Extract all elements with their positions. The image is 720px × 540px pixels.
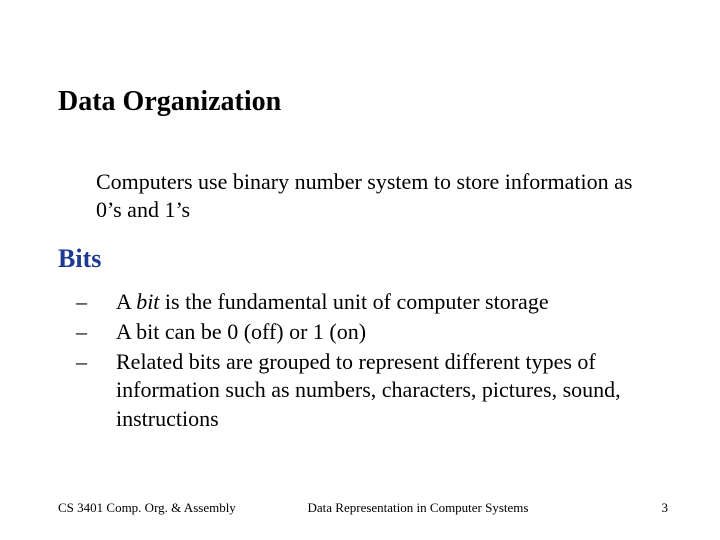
list-item: – Related bits are grouped to represent …: [96, 348, 666, 432]
bullet-text-prefix: A bit can be 0 (off) or 1 (on): [116, 319, 366, 344]
footer: CS 3401 Comp. Org. & Assembly Data Repre…: [58, 500, 678, 516]
footer-center: Data Representation in Computer Systems: [288, 500, 548, 516]
intro-text: Computers use binary number system to st…: [96, 168, 636, 223]
footer-page-number: 3: [548, 500, 678, 516]
footer-left: CS 3401 Comp. Org. & Assembly: [58, 500, 288, 516]
bullet-text-suffix: is the fundamental unit of computer stor…: [159, 289, 548, 314]
bullet-list: – A bit is the fundamental unit of compu…: [96, 288, 666, 435]
list-item: – A bit can be 0 (off) or 1 (on): [96, 318, 666, 346]
bullet-dash: –: [96, 288, 116, 316]
section-heading-bits: Bits: [58, 244, 101, 274]
bullet-dash: –: [96, 318, 116, 346]
bullet-text-prefix: A: [116, 289, 136, 314]
slide-title: Data Organization: [58, 86, 281, 118]
slide: Data Organization Computers use binary n…: [0, 0, 720, 540]
bullet-text-italic: bit: [136, 289, 159, 314]
bullet-dash: –: [96, 348, 116, 376]
list-item: – A bit is the fundamental unit of compu…: [96, 288, 666, 316]
bullet-text-prefix: Related bits are grouped to represent di…: [116, 349, 621, 430]
